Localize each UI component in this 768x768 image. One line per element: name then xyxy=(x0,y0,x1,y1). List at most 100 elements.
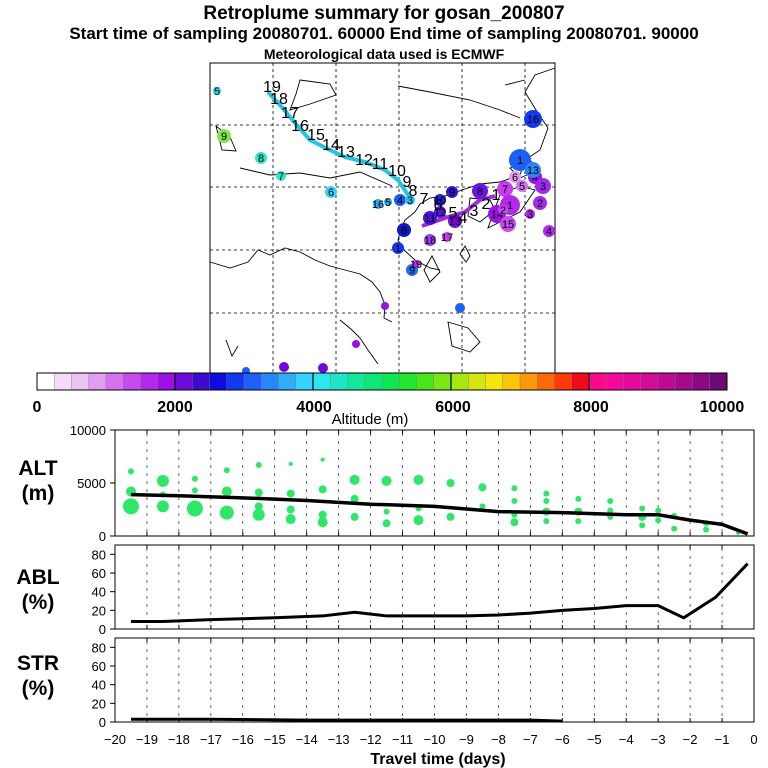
abl-ytick-label: 40 xyxy=(92,585,106,600)
alt-scatter-point xyxy=(286,505,295,514)
map-track-label: 7 xyxy=(420,191,429,208)
colorbar-tick-6000: 6000 xyxy=(435,399,471,416)
map-track-label: 12 xyxy=(355,152,373,169)
abl-panel: 0 20 40 60 80 xyxy=(92,545,755,637)
alt-scatter-point xyxy=(607,498,614,505)
malay-coast xyxy=(339,319,379,365)
str-panel: 0 20 40 60 80 xyxy=(92,638,755,730)
map-time-label: 17 xyxy=(441,232,453,244)
map-track-label: 6 xyxy=(434,197,443,214)
colorbar-swatch xyxy=(623,373,642,390)
map-time-label: 4 xyxy=(532,172,538,184)
alt-scatter-point xyxy=(349,474,360,485)
alt-scatter-point xyxy=(317,517,328,528)
map-time-label: 9 xyxy=(449,187,455,199)
map-particle-dot xyxy=(446,186,458,198)
map-particle-dot xyxy=(525,209,535,219)
map-time-label: 13 xyxy=(527,165,539,177)
alt-scatter-point xyxy=(255,461,262,468)
x-tick-label: −3 xyxy=(651,732,666,747)
map-particle-dot xyxy=(533,196,547,210)
map-time-label: 12 xyxy=(434,207,446,219)
colorbar-swatch xyxy=(364,373,383,390)
alt-scatter-point xyxy=(639,522,646,529)
map-time-label: 2 xyxy=(537,198,543,210)
map-time-label: 8 xyxy=(258,153,264,165)
x-tick-label: −2 xyxy=(683,732,698,747)
colorbar-swatch xyxy=(692,373,711,390)
map-particle-dot xyxy=(394,194,406,206)
okhotsk-coast xyxy=(504,79,526,86)
alt-scatter-point xyxy=(221,486,232,497)
x-tick-label: −12 xyxy=(360,732,382,747)
alt-scatter-point xyxy=(607,507,614,514)
colorbar-title: Altitude (m) xyxy=(332,411,409,428)
alt-scatter-point xyxy=(254,502,263,511)
str-ytick-label: 20 xyxy=(92,696,106,711)
x-tick-label: −18 xyxy=(168,732,190,747)
alt-scatter-point xyxy=(186,500,203,517)
plume-track-main xyxy=(266,90,412,200)
map-track-label: 2 xyxy=(482,196,491,213)
colorbar-tick-2000: 2000 xyxy=(157,399,193,416)
colorbar-swatch xyxy=(209,373,228,390)
alt-scatter-point xyxy=(655,507,662,514)
alt-scatter-point xyxy=(156,500,169,513)
page-title: Retroplume summary for gosan_200807 xyxy=(203,3,565,24)
abl-ytick-label: 60 xyxy=(92,566,106,581)
map-particle-dot xyxy=(276,171,286,181)
alt-scatter-point xyxy=(122,498,139,515)
map-particle-dot xyxy=(498,205,508,215)
colorbar-swatch xyxy=(330,373,348,390)
alt-scatter-point xyxy=(510,518,519,527)
alt-scatter-point xyxy=(286,489,295,498)
colorbar-swatch xyxy=(106,373,124,390)
map-particle-dot xyxy=(525,162,541,178)
alt-scatter-point xyxy=(639,505,646,512)
map-particle-dot xyxy=(397,223,411,237)
colorbar-swatch xyxy=(140,373,159,390)
map-time-label: 10 xyxy=(434,195,446,207)
alt-scatter-point xyxy=(285,514,296,525)
str-ylabel-line1: STR xyxy=(17,652,59,675)
str-ytick-label: 40 xyxy=(92,678,106,693)
str-ytick-label: 0 xyxy=(99,715,106,730)
colorbar-swatch xyxy=(261,373,279,390)
colorbar-swatch xyxy=(54,373,72,390)
colorbar-swatch xyxy=(157,373,176,390)
colorbar-swatch xyxy=(123,373,141,390)
map-particle-dot xyxy=(424,234,436,246)
colorbar-swatch xyxy=(244,373,262,390)
colorbar-swatch xyxy=(520,373,538,390)
alt-ytick-label: 10000 xyxy=(70,423,106,438)
map-particle-dot xyxy=(509,171,521,183)
alt-scatter-point xyxy=(575,518,582,525)
x-tick-label: −4 xyxy=(619,732,634,747)
map-particle-dot xyxy=(384,198,392,206)
map-particle-dot xyxy=(442,232,452,242)
colorbar-swatch xyxy=(382,373,400,390)
x-tick-label: −15 xyxy=(264,732,286,747)
map-particle-dot xyxy=(455,303,465,313)
map-time-label: 5 xyxy=(519,181,525,193)
alt-scatter-point xyxy=(191,487,198,494)
map-time-label: 16 xyxy=(527,114,539,126)
map-time-label: 2 xyxy=(500,205,506,217)
map-particle-dot xyxy=(448,214,462,228)
map-track-label: 16 xyxy=(291,118,309,135)
alt-scatter-point xyxy=(575,495,582,502)
map-time-label: 3 xyxy=(540,181,546,193)
map-particle-dot xyxy=(352,340,360,348)
colorbar-tick-4000: 4000 xyxy=(296,399,332,416)
colorbar-tick-8000: 8000 xyxy=(573,399,609,416)
alt-scatter-point xyxy=(318,485,327,494)
x-tick-label: −16 xyxy=(232,732,254,747)
north-coast xyxy=(397,85,521,119)
map-particle-dot xyxy=(318,363,328,373)
x-tick-label: −6 xyxy=(555,732,570,747)
map-track-label: 17 xyxy=(281,105,299,122)
alt-scatter-point xyxy=(479,503,486,510)
x-tick-label: −9 xyxy=(459,732,474,747)
alt-scatter-point xyxy=(413,515,424,526)
alt-scatter-point xyxy=(350,494,359,503)
